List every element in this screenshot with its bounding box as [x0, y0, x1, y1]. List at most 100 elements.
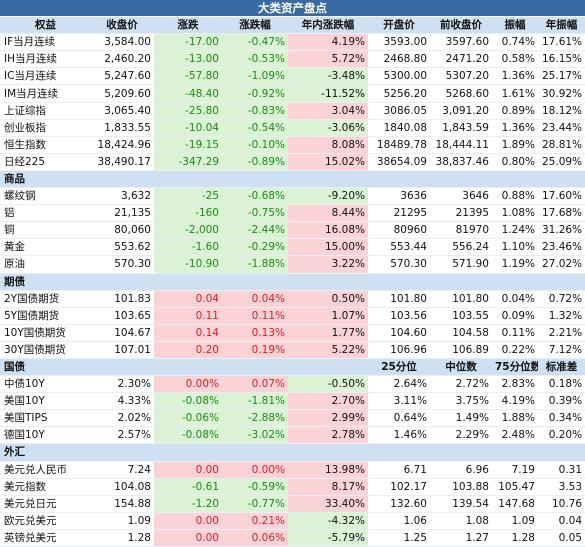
cell-open: 3.11% — [368, 392, 430, 411]
table-row: 美国10Y 4.33% -0.08% -1.81% 2.70% 3.11% 3.75% 4.1… — [0, 392, 585, 411]
cell-prev: 2.72% — [430, 375, 492, 394]
row-name: 黄金 — [0, 238, 90, 257]
cell-pct: -1.09% — [222, 67, 288, 86]
cell-amp: 1.19% — [492, 255, 538, 274]
cell-ytd: -0.50% — [288, 375, 368, 394]
table-row: 中债10Y 2.30% 0.00% 0.07% -0.50% 2.64% 2.72% 2.83… — [0, 375, 585, 394]
cell-chg: 0.20 — [154, 341, 222, 359]
cell-amp: 0.11% — [492, 324, 538, 342]
cell-chg: 0.14 — [154, 324, 222, 342]
cell-prev: 104.58 — [430, 324, 492, 342]
cell-close: 80,060 — [90, 221, 154, 240]
section-header-filler — [538, 443, 585, 462]
cell-yamp: 2.21% — [538, 324, 585, 342]
column-header-row: 权益 收盘价 涨跌 涨跌幅 年内涨跌幅 开盘价 前收盘价 振幅 年振幅 — [0, 16, 585, 35]
cell-prev: 103.88 — [430, 478, 492, 496]
cell-yamp: 17.68% — [538, 204, 585, 223]
table-title: 大类资产盘点 — [0, 0, 585, 18]
table-row: 10Y国债期货 104.67 0.14 0.13% 1.77% 104.60 104.58 0… — [0, 324, 585, 342]
section-sub-header: 标准差 — [538, 358, 585, 377]
cell-amp: 0.74% — [492, 33, 538, 52]
row-name: 英镑兑美元 — [0, 529, 90, 547]
cell-close: 5,209.60 — [90, 84, 154, 103]
cell-open: 21295 — [368, 204, 430, 223]
cell-close: 1.28 — [90, 529, 154, 547]
cell-close: 104.08 — [90, 478, 154, 496]
table-row: 英镑兑美元 1.28 0.00 0.06% -5.79% 1.25 1.27 1.28 0.05 — [0, 529, 585, 547]
row-name: 原油 — [0, 255, 90, 274]
cell-pct: -0.83% — [222, 102, 288, 120]
cell-yamp: 3.53 — [538, 478, 585, 496]
cell-yamp: 0.04 — [538, 512, 585, 530]
row-name: IM当月连续 — [0, 84, 90, 103]
cell-chg: 0.00% — [154, 375, 222, 394]
cell-chg: -1.60 — [154, 238, 222, 257]
column-header: 前收盘价 — [430, 16, 492, 35]
cell-chg: -2,000 — [154, 221, 222, 240]
cell-close: 2.30% — [90, 375, 154, 394]
cell-close: 154.88 — [90, 495, 154, 513]
cell-prev: 5307.20 — [430, 67, 492, 86]
cell-ytd: 13.98% — [288, 461, 368, 479]
cell-open: 3636 — [368, 187, 430, 206]
cell-close: 101.83 — [90, 290, 154, 308]
row-name: 美国10Y — [0, 392, 90, 411]
table-row: IC当月连续 5,247.60 -57.80 -1.09% -3.48% 5300.00 5… — [0, 67, 585, 86]
cell-open: 3086.05 — [368, 102, 430, 120]
section-title: 期债 — [0, 273, 368, 291]
cell-ytd: 33.40% — [288, 495, 368, 513]
section-header-row: 国债 25分位 中位数 75分位数 标准差 — [0, 358, 585, 377]
section-header-row: 期债 — [0, 273, 585, 291]
section-header-filler — [492, 443, 538, 462]
table-row: 美元兑人民币 7.24 0.00 0.00% 13.98% 6.71 6.96 7.19 0.3… — [0, 461, 585, 479]
row-name: 美国TIPS — [0, 409, 90, 428]
row-name: 铝 — [0, 204, 90, 223]
cell-pct: -0.77% — [222, 495, 288, 513]
cell-open: 2468.80 — [368, 50, 430, 69]
table-row: IF当月连续 3,584.00 -17.00 -0.47% 4.19% 3593.00 35… — [0, 33, 585, 52]
cell-close: 553.62 — [90, 238, 154, 257]
row-name: 欧元兑美元 — [0, 512, 90, 530]
cell-yamp: 23.46% — [538, 238, 585, 257]
table-row: 恒生指数 18,424.96 -19.15 -0.10% 8.08% 18489.78 18… — [0, 136, 585, 154]
cell-prev: 6.96 — [430, 461, 492, 479]
row-name: 中债10Y — [0, 375, 90, 394]
cell-amp: 0.04% — [492, 290, 538, 308]
cell-prev: 1.08 — [430, 512, 492, 530]
cell-close: 3,632 — [90, 187, 154, 206]
cell-prev: 571.90 — [430, 255, 492, 274]
cell-pct: -0.89% — [222, 153, 288, 171]
table-title-row: 大类资产盘点 — [0, 0, 585, 18]
cell-prev: 3.75% — [430, 392, 492, 411]
cell-prev: 21395 — [430, 204, 492, 223]
row-name: 铜 — [0, 221, 90, 240]
cell-ytd: 8.17% — [288, 478, 368, 496]
table-row: 创业板指 1,833.55 -10.04 -0.54% -3.06% 1840.08 1,8… — [0, 119, 585, 137]
cell-chg: -17.00 — [154, 33, 222, 52]
cell-pct: 0.04% — [222, 290, 288, 308]
column-header: 振幅 — [492, 16, 538, 35]
section-header-filler — [430, 273, 492, 291]
row-name: 恒生指数 — [0, 136, 90, 154]
cell-chg: -0.61 — [154, 478, 222, 496]
cell-pct: 0.00% — [222, 461, 288, 479]
cell-pct: 0.21% — [222, 512, 288, 530]
cell-chg: -0.08% — [154, 426, 222, 445]
cell-open: 0.64% — [368, 409, 430, 428]
section-title: 外汇 — [0, 443, 368, 462]
cell-yamp: 7.12% — [538, 341, 585, 359]
column-header: 权益 — [0, 16, 90, 35]
cell-chg: -160 — [154, 204, 222, 223]
cell-prev: 1.27 — [430, 529, 492, 547]
cell-prev: 2471.20 — [430, 50, 492, 69]
cell-ytd: -3.06% — [288, 119, 368, 137]
cell-open: 1.25 — [368, 529, 430, 547]
cell-ytd: -5.79% — [288, 529, 368, 547]
cell-yamp: 27.02% — [538, 255, 585, 274]
section-sub-header: 75分位数 — [492, 358, 538, 377]
cell-prev: 3646 — [430, 187, 492, 206]
section-header-row: 商品 — [0, 170, 585, 189]
cell-yamp: 0.72% — [538, 290, 585, 308]
cell-yamp: 18.12% — [538, 102, 585, 120]
